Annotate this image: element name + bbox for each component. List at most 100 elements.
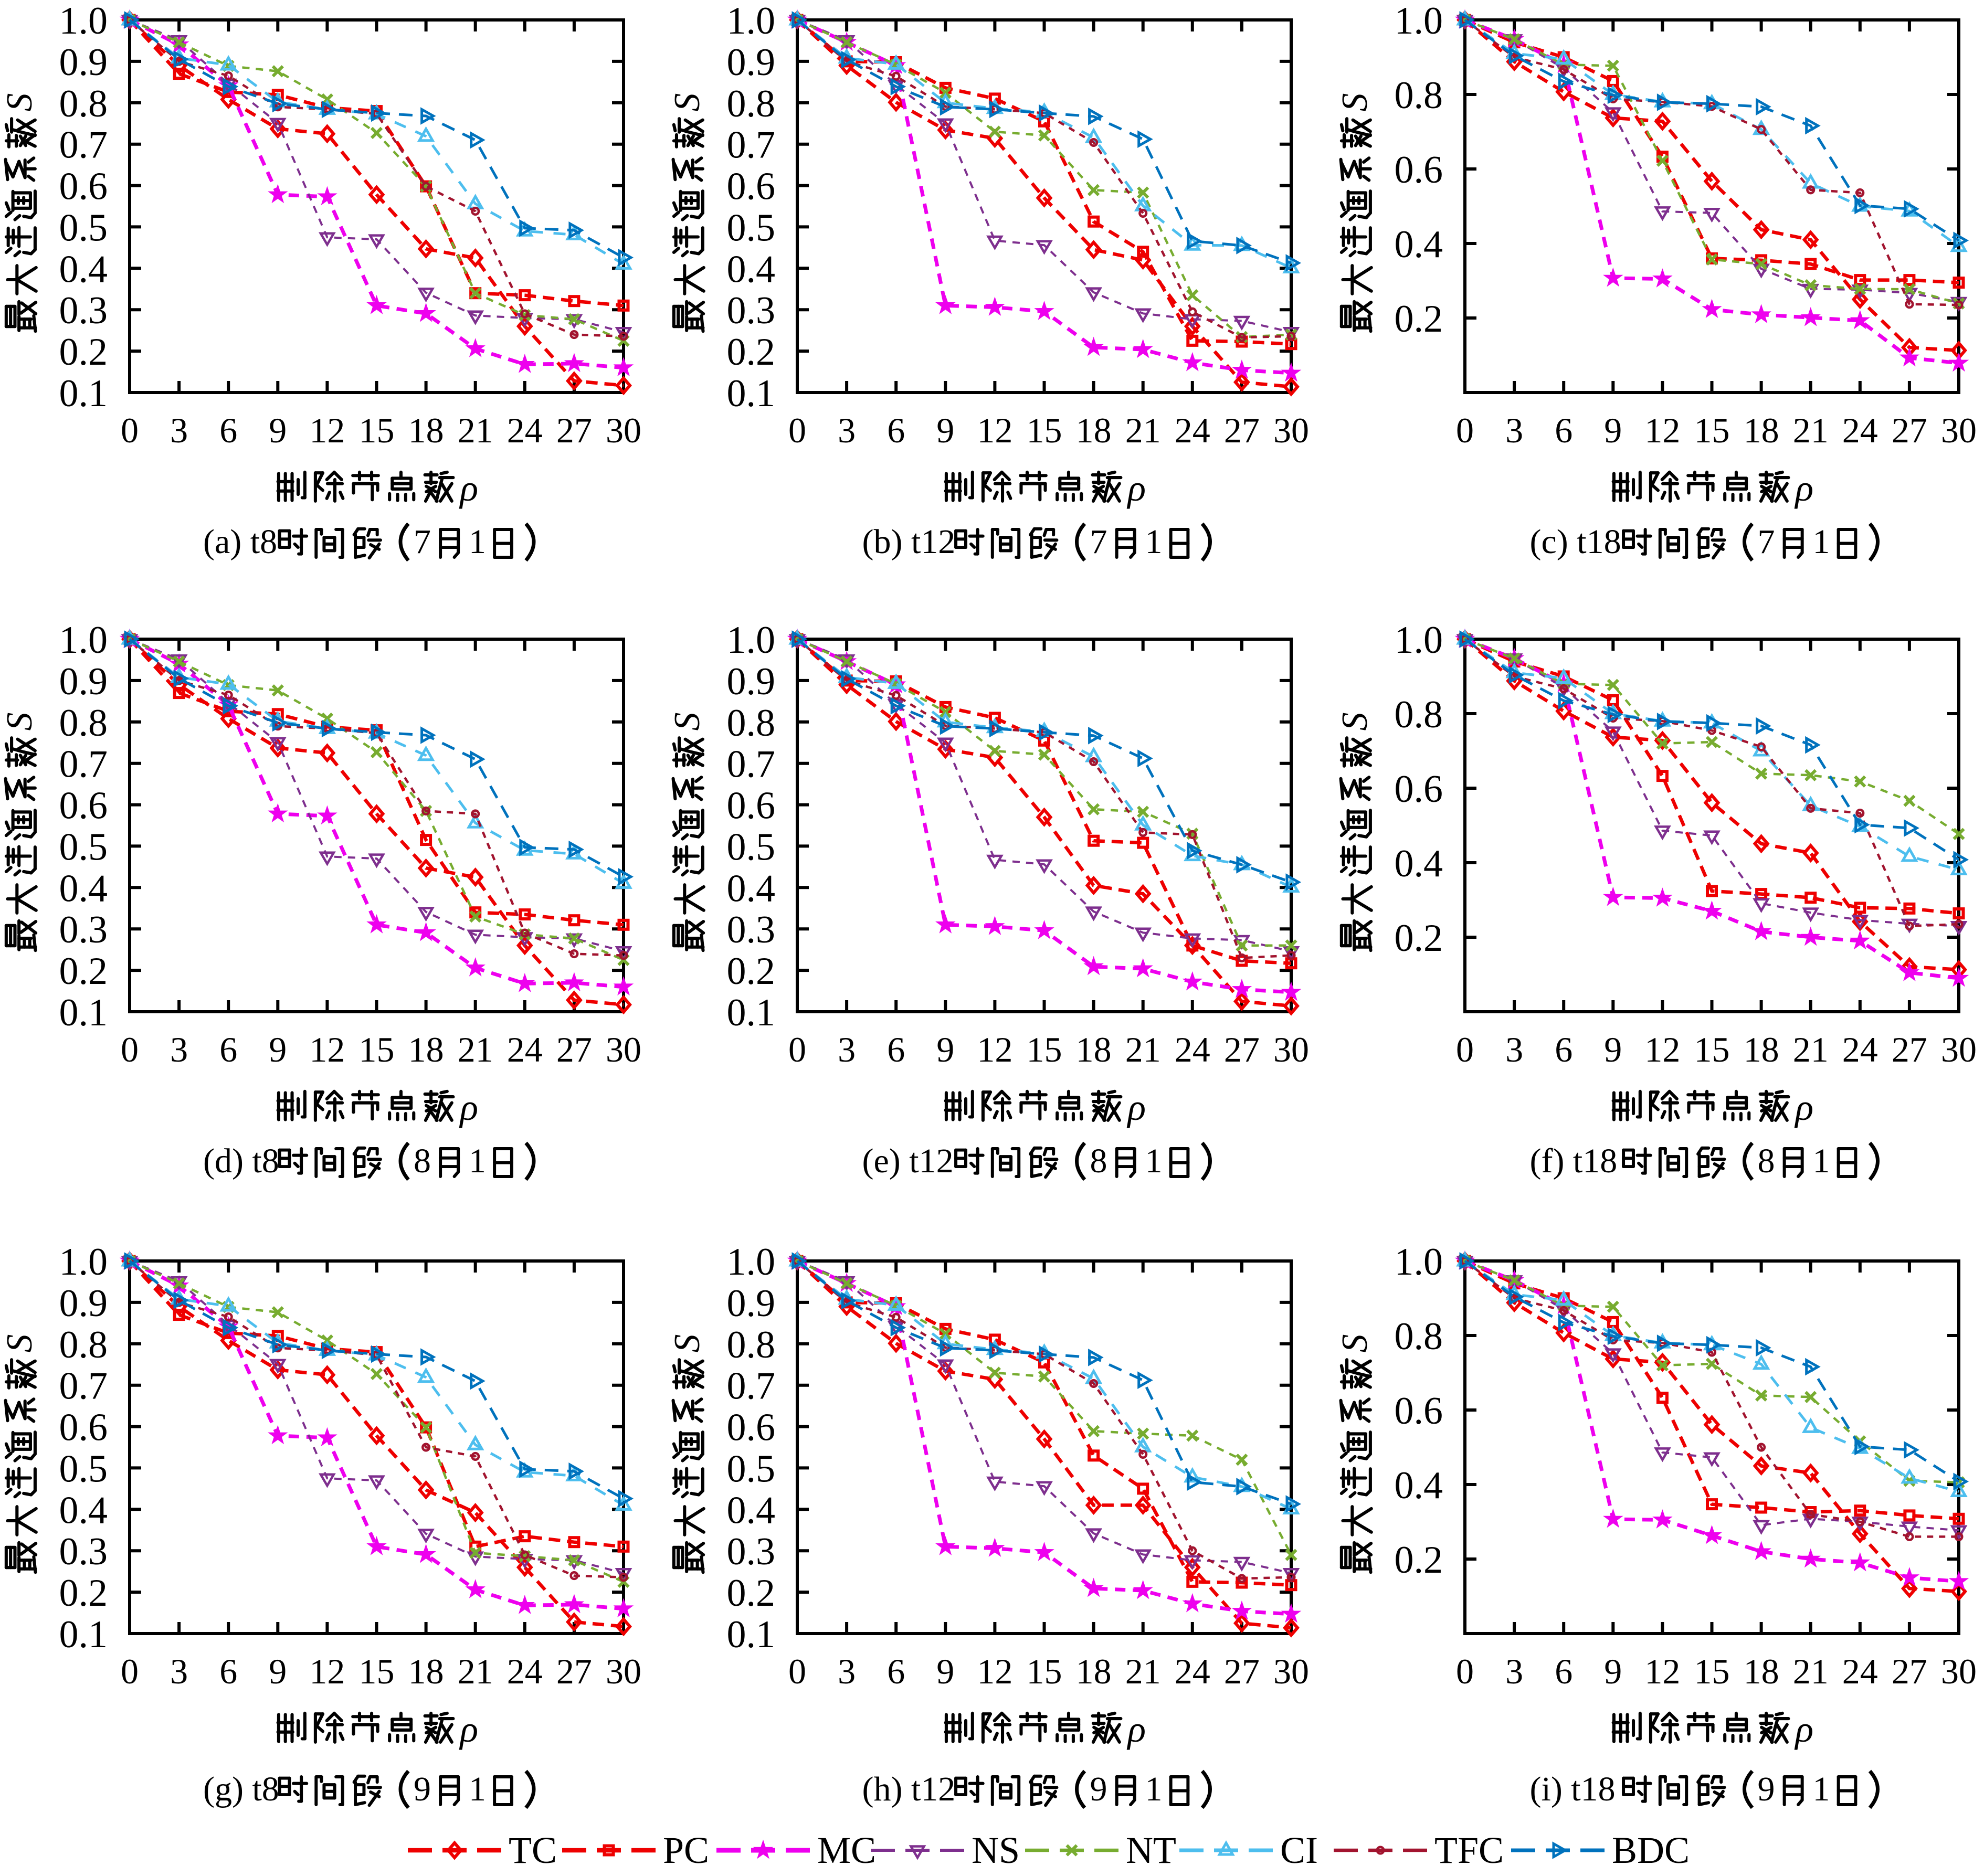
svg-text:0.9: 0.9 [727,41,776,84]
svg-text:30: 30 [606,1030,641,1069]
svg-text:S: S [0,1334,40,1353]
svg-text:0.6: 0.6 [1395,149,1443,192]
svg-text:6: 6 [219,410,237,450]
svg-text:0.3: 0.3 [727,289,776,332]
svg-text:(g) t8: (g) t8 [203,1770,279,1808]
svg-text:30: 30 [1941,1030,1977,1069]
svg-text:0.4: 0.4 [59,1489,108,1532]
svg-text:0.3: 0.3 [727,908,776,951]
svg-text:6: 6 [1555,1030,1573,1069]
svg-text:3: 3 [838,1651,856,1691]
svg-text:S: S [1335,93,1375,112]
svg-text:0.9: 0.9 [727,1282,776,1325]
svg-text:0.2: 0.2 [727,331,776,374]
svg-text:TC: TC [509,1829,557,1871]
svg-text:0: 0 [121,1651,139,1691]
svg-text:1.0: 1.0 [59,0,108,43]
svg-text:0.8: 0.8 [1395,74,1443,117]
svg-text:0.1: 0.1 [727,991,776,1034]
svg-text:1.0: 1.0 [727,619,776,662]
svg-text:21: 21 [1793,1030,1829,1069]
svg-text:NT: NT [1126,1829,1176,1871]
svg-text:0.4: 0.4 [727,867,776,910]
svg-text:0.5: 0.5 [59,206,108,249]
svg-text:TFC: TFC [1434,1829,1504,1871]
svg-text:0: 0 [121,410,139,450]
svg-text:15: 15 [359,1651,395,1691]
svg-text:18: 18 [1744,1651,1779,1691]
svg-text:0.2: 0.2 [1395,298,1443,341]
svg-text:(b) t12: (b) t12 [862,523,956,561]
svg-text:0.8: 0.8 [727,82,776,125]
svg-text:1: 1 [1813,523,1830,561]
svg-text:0.2: 0.2 [1395,1539,1443,1582]
svg-text:0.1: 0.1 [727,1613,776,1656]
svg-text:30: 30 [606,410,641,450]
svg-text:7: 7 [1758,523,1775,561]
svg-text:0.2: 0.2 [59,1572,108,1615]
svg-text:(d) t8: (d) t8 [203,1142,279,1180]
svg-text:27: 27 [556,410,592,450]
svg-text:3: 3 [170,1030,188,1069]
svg-text:0.2: 0.2 [1395,917,1443,960]
svg-text:12: 12 [977,1030,1012,1069]
svg-text:S: S [667,93,708,112]
svg-text:0.8: 0.8 [59,1323,108,1366]
svg-text:15: 15 [359,1030,395,1069]
svg-text:9: 9 [269,410,287,450]
svg-text:0.7: 0.7 [59,743,108,786]
svg-text:9: 9 [1604,410,1622,450]
svg-text:0.4: 0.4 [727,1489,776,1532]
svg-text:1: 1 [469,1770,486,1808]
svg-text:0.1: 0.1 [727,372,776,415]
svg-text:0.3: 0.3 [59,289,108,332]
svg-text:21: 21 [458,1651,493,1691]
svg-text:8: 8 [1090,1142,1107,1180]
svg-text:18: 18 [408,410,444,450]
svg-text:0.7: 0.7 [59,1365,108,1408]
svg-text:24: 24 [1175,410,1210,450]
svg-text:18: 18 [1076,410,1112,450]
svg-text:21: 21 [1793,410,1829,450]
svg-text:ρ: ρ [459,1708,479,1750]
svg-text:0.7: 0.7 [727,743,776,786]
svg-text:ρ: ρ [459,467,479,509]
svg-text:S: S [667,713,708,731]
svg-text:1: 1 [1145,1142,1163,1180]
svg-text:15: 15 [1694,1651,1730,1691]
svg-text:27: 27 [1892,410,1927,450]
svg-text:1.0: 1.0 [727,0,776,43]
svg-text:S: S [1335,1334,1375,1353]
svg-text:0.3: 0.3 [727,1530,776,1573]
svg-text:9: 9 [936,1030,954,1069]
svg-text:0.7: 0.7 [727,1365,776,1408]
svg-text:1: 1 [469,1142,486,1180]
svg-text:18: 18 [1744,1030,1779,1069]
svg-text:0.8: 0.8 [59,702,108,745]
svg-text:3: 3 [1505,410,1523,450]
svg-text:S: S [667,1334,708,1353]
svg-text:0.2: 0.2 [59,950,108,993]
svg-text:0: 0 [1456,1030,1474,1069]
svg-text:9: 9 [269,1651,287,1691]
svg-text:9: 9 [936,410,954,450]
svg-text:9: 9 [269,1030,287,1069]
svg-text:(c) t18: (c) t18 [1530,523,1621,561]
svg-text:0.6: 0.6 [1395,768,1443,811]
svg-text:12: 12 [1644,410,1680,450]
svg-text:21: 21 [1125,1651,1161,1691]
svg-text:0.2: 0.2 [727,950,776,993]
svg-text:18: 18 [1744,410,1779,450]
svg-text:0.1: 0.1 [59,991,108,1034]
svg-text:12: 12 [309,410,345,450]
svg-text:1: 1 [469,523,486,561]
svg-text:8: 8 [1758,1142,1775,1180]
svg-text:24: 24 [507,1651,543,1691]
svg-text:1: 1 [1145,523,1163,561]
svg-text:1.0: 1.0 [1395,619,1443,662]
svg-text:27: 27 [1892,1030,1927,1069]
svg-text:9: 9 [1604,1030,1622,1069]
svg-text:9: 9 [1090,1770,1107,1808]
svg-text:18: 18 [1076,1030,1112,1069]
svg-text:6: 6 [1555,1651,1573,1691]
